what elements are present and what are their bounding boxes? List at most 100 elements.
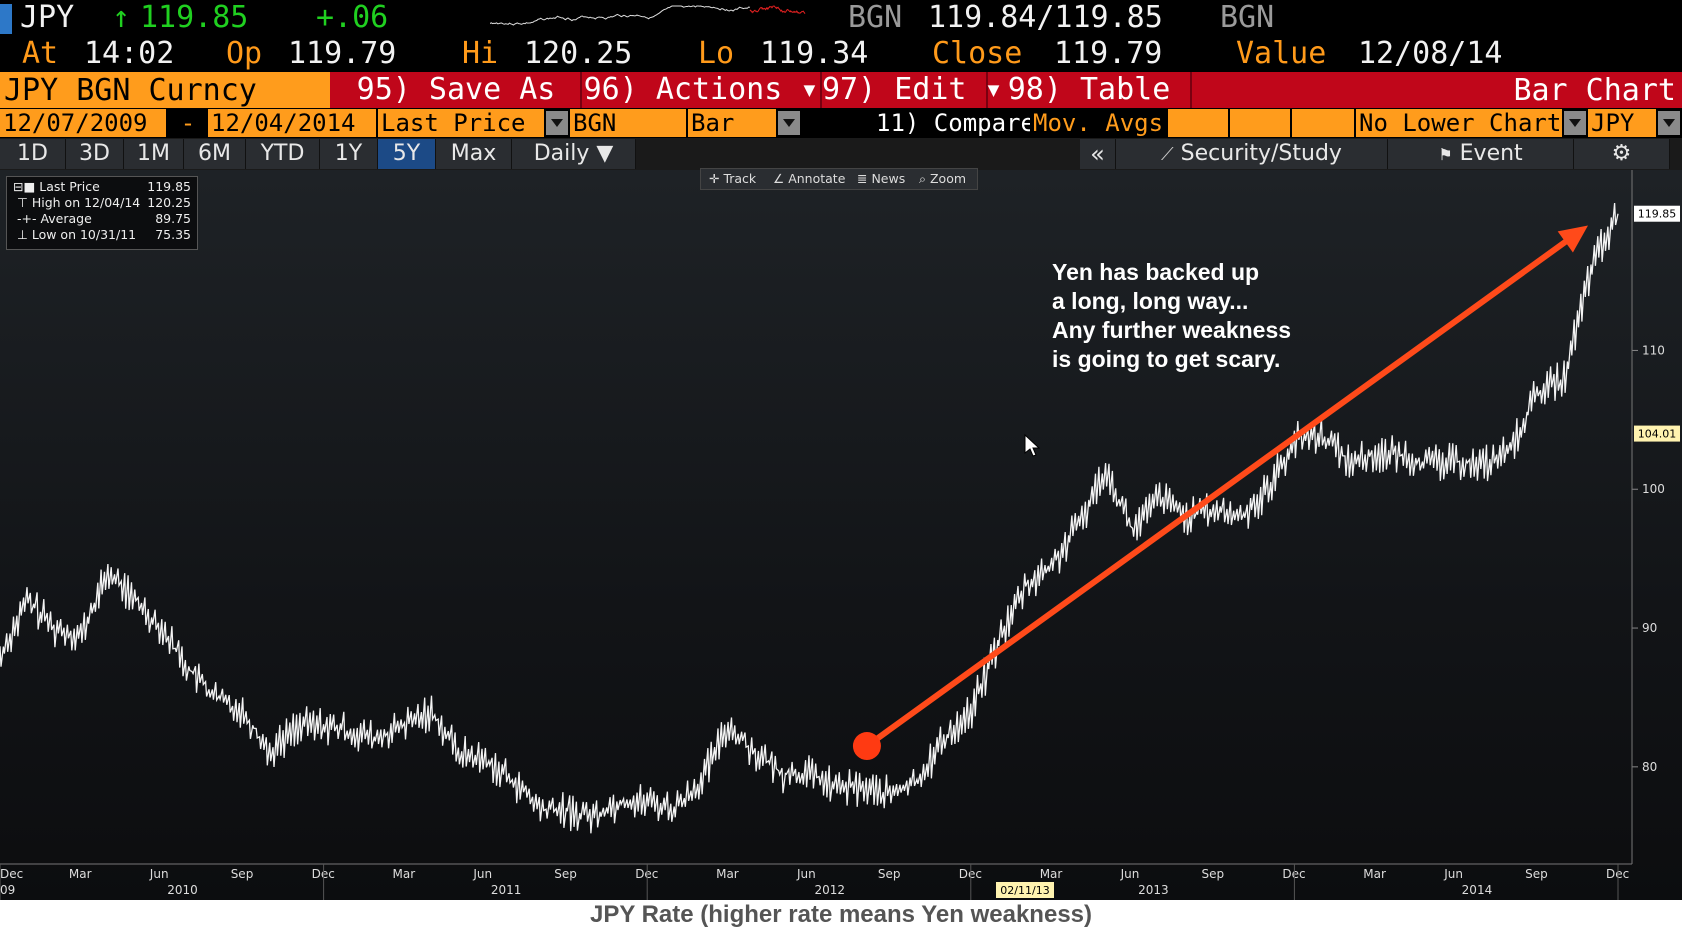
level-tag: 104.01 <box>1634 425 1680 442</box>
period-1d[interactable]: 1D <box>0 139 66 169</box>
frequency-select[interactable]: Daily ▼ <box>512 139 636 169</box>
x-month-label-15: Sep <box>1202 867 1225 881</box>
ask-source: BGN <box>1220 0 1275 35</box>
price-series <box>0 202 1619 834</box>
zoom-icon: ⌕ <box>919 171 930 186</box>
period-1y[interactable]: 1Y <box>320 139 378 169</box>
legend-avg-label: Average <box>40 211 92 226</box>
annotate-tool[interactable]: ∠ Annotate <box>773 169 845 189</box>
period-6m[interactable]: 6M <box>184 139 246 169</box>
settings-blank-1[interactable] <box>1168 109 1228 137</box>
end-date-field[interactable]: 12/04/2014 <box>208 109 376 137</box>
legend-high-icon: ⊤ <box>13 195 32 210</box>
period-1m[interactable]: 1M <box>124 139 184 169</box>
low-value: 119.34 <box>760 36 869 71</box>
style-select[interactable]: Bar <box>688 109 776 137</box>
legend-last-row: ⊟■ Last Price 119.85 <box>13 179 191 195</box>
crosshair-date-tag: 02/11/13 <box>996 882 1054 898</box>
intraday-sparkline <box>490 5 806 26</box>
level-tag-text: 104.01 <box>1638 428 1677 441</box>
style-dropdown-icon[interactable] <box>778 111 800 135</box>
chart-annotation-text: Yen has backed up a long, long way... An… <box>1052 258 1372 374</box>
date-range-dash: - <box>180 109 196 137</box>
open-label: Op <box>226 36 263 71</box>
security-field[interactable]: JPY BGN Curncy <box>0 72 330 108</box>
chart-tools-bar: ✛ Track ∠ Annotate ≣ News ⌕ Zoom <box>700 168 978 190</box>
legend-avg-value: 89.75 <box>155 211 191 226</box>
currency-dropdown-icon[interactable] <box>1658 111 1680 135</box>
table-button[interactable]: 98) Table <box>988 72 1192 108</box>
legend-high-value: 120.25 <box>147 195 191 210</box>
x-year-label-2: 2011 <box>491 883 522 897</box>
settings-blank-2[interactable] <box>1230 109 1290 137</box>
event-button[interactable]: ⚑ Event <box>1388 139 1574 169</box>
y-tick-label-1: 90 <box>1642 621 1657 635</box>
quote-header-row: JPY ↑ 119.85 +.06 BGN 119.84/119.85 BGN <box>0 0 1682 36</box>
x-month-label-7: Sep <box>554 867 577 881</box>
x-month-label-6: Jun <box>472 867 492 881</box>
period-5y[interactable]: 5Y <box>378 139 436 169</box>
lower-chart-select[interactable]: No Lower Chart <box>1356 109 1562 137</box>
x-month-label-18: Jun <box>1443 867 1463 881</box>
security-study-button[interactable]: ⟋ Security/Study <box>1116 139 1388 169</box>
save-as-button[interactable]: 95) Save As <box>332 72 582 108</box>
period-max[interactable]: Max <box>436 139 512 169</box>
price-field-dropdown-icon[interactable] <box>546 111 568 135</box>
period-3d[interactable]: 3D <box>66 139 124 169</box>
trend-arrow-head <box>1557 225 1588 253</box>
x-month-label-0: Dec <box>0 867 23 881</box>
price-change: +.06 <box>316 0 389 35</box>
x-month-label-1: Mar <box>69 867 92 881</box>
news-label: News <box>871 171 906 186</box>
last-price-tag-text: 119.85 <box>1638 208 1677 221</box>
close-value: 119.79 <box>1054 36 1163 71</box>
x-month-label-3: Sep <box>231 867 254 881</box>
high-label: Hi <box>462 36 499 71</box>
lower-chart-dropdown-icon[interactable] <box>1564 111 1586 135</box>
x-month-label-11: Sep <box>878 867 901 881</box>
collapse-panel-button[interactable]: « <box>1080 139 1116 169</box>
last-price-tag: 119.85 <box>1634 205 1680 222</box>
annotation-line-2: a long, long way... <box>1052 288 1249 314</box>
currency-select[interactable]: JPY <box>1588 109 1656 137</box>
zoom-tool[interactable]: ⌕ Zoom <box>919 169 966 189</box>
study-chart-icon: ⟋ <box>1161 144 1174 165</box>
news-icon: ≣ <box>857 171 872 186</box>
x-month-label-5: Mar <box>393 867 416 881</box>
y-tick-label-0: 80 <box>1642 760 1657 774</box>
crosshair-date-text: 02/11/13 <box>1000 884 1049 897</box>
actions-button[interactable]: 96) Actions ▾ <box>582 72 822 108</box>
period-ytd[interactable]: YTD <box>246 139 320 169</box>
compare-button[interactable]: 11) Compare <box>876 109 1035 137</box>
track-tool[interactable]: ✛ Track <box>709 169 756 189</box>
y-axis-labels: 80 90 100 110 <box>1642 343 1665 773</box>
open-value: 119.79 <box>288 36 397 71</box>
source-field[interactable]: BGN <box>570 109 686 137</box>
y-tick-label-2: 100 <box>1642 482 1665 496</box>
x-month-label-9: Mar <box>716 867 739 881</box>
settings-gear-icon[interactable]: ⚙ <box>1574 139 1670 169</box>
x-month-label-13: Mar <box>1040 867 1063 881</box>
x-axis-labels: DecMarJunSepDecMarJunSepDecMarJunSepDecM… <box>0 864 1629 900</box>
event-label: Event <box>1459 141 1523 166</box>
legend-avg-row: -+- Average 89.75 <box>13 211 191 227</box>
x-month-label-2: Jun <box>149 867 169 881</box>
annotation-line-4: is going to get scary. <box>1052 346 1281 372</box>
x-month-label-14: Jun <box>1120 867 1140 881</box>
news-tool[interactable]: ≣ News <box>857 169 905 189</box>
x-year-label-1: 2010 <box>167 883 198 897</box>
trend-arrow-line <box>863 234 1575 750</box>
edit-button[interactable]: 97) Edit ▾ <box>822 72 1003 108</box>
annotation-line-3: Any further weakness <box>1052 317 1292 343</box>
price-field-select[interactable]: Last Price <box>378 109 544 137</box>
ticker-marker <box>0 4 12 34</box>
mov-avgs-button[interactable]: Mov. Avgs <box>1030 109 1166 137</box>
bid-source: BGN <box>848 0 903 35</box>
at-label: At <box>22 36 59 71</box>
high-value: 120.25 <box>524 36 633 71</box>
settings-blank-3[interactable] <box>1292 109 1354 137</box>
start-date-field[interactable]: 12/07/2009 <box>0 109 166 137</box>
legend-low-icon: ⊥ <box>13 227 32 242</box>
